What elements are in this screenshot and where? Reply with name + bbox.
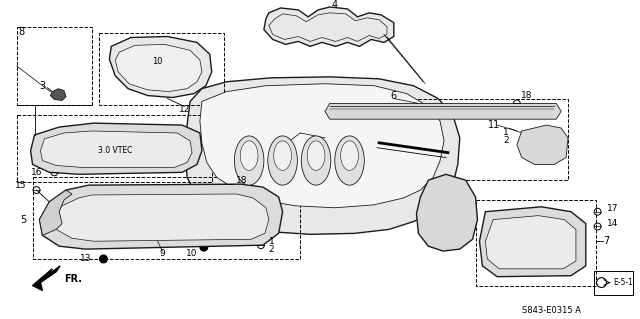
Polygon shape xyxy=(51,89,66,100)
Ellipse shape xyxy=(335,136,364,185)
Ellipse shape xyxy=(301,136,331,185)
Ellipse shape xyxy=(274,141,291,170)
Circle shape xyxy=(195,222,200,227)
Text: 11: 11 xyxy=(488,120,500,130)
Polygon shape xyxy=(325,103,561,119)
Text: 1: 1 xyxy=(269,237,275,246)
Bar xyxy=(33,177,300,259)
Polygon shape xyxy=(485,216,576,269)
Circle shape xyxy=(101,222,106,227)
Text: 1: 1 xyxy=(503,129,509,137)
Text: 4: 4 xyxy=(332,0,338,10)
Polygon shape xyxy=(40,190,72,235)
Text: E-5-1: E-5-1 xyxy=(613,278,633,287)
Polygon shape xyxy=(417,174,477,251)
Text: 10: 10 xyxy=(152,56,163,66)
Circle shape xyxy=(166,65,174,73)
Circle shape xyxy=(99,255,108,263)
Ellipse shape xyxy=(268,136,298,185)
Circle shape xyxy=(224,222,229,227)
Text: 18: 18 xyxy=(521,91,532,100)
Bar xyxy=(476,200,596,286)
Polygon shape xyxy=(115,44,202,92)
Circle shape xyxy=(131,222,136,227)
Bar xyxy=(325,99,568,180)
Text: 7: 7 xyxy=(604,236,610,246)
Ellipse shape xyxy=(240,141,258,170)
Text: 3.0 VTEC: 3.0 VTEC xyxy=(98,146,132,155)
Polygon shape xyxy=(185,77,460,234)
Circle shape xyxy=(200,243,208,251)
Ellipse shape xyxy=(307,141,325,170)
Text: 6: 6 xyxy=(391,91,397,100)
Text: 10: 10 xyxy=(186,249,198,257)
Bar xyxy=(99,33,223,105)
Polygon shape xyxy=(109,36,212,98)
Ellipse shape xyxy=(340,141,358,170)
Polygon shape xyxy=(54,194,269,241)
Polygon shape xyxy=(40,131,192,167)
Bar xyxy=(17,27,92,105)
Ellipse shape xyxy=(234,136,264,185)
Text: 18: 18 xyxy=(236,176,247,185)
Text: 8: 8 xyxy=(19,27,25,37)
Polygon shape xyxy=(33,266,60,291)
Text: 13: 13 xyxy=(80,255,92,263)
Text: 14: 14 xyxy=(607,219,619,228)
Polygon shape xyxy=(264,7,394,46)
Circle shape xyxy=(440,205,460,225)
Polygon shape xyxy=(479,207,586,277)
Text: 3: 3 xyxy=(39,81,45,91)
Bar xyxy=(17,115,212,182)
Text: 17: 17 xyxy=(607,204,619,213)
Polygon shape xyxy=(200,84,444,208)
Text: FR.: FR. xyxy=(64,274,82,284)
Text: S843-E0315 A: S843-E0315 A xyxy=(522,306,581,315)
Polygon shape xyxy=(517,125,568,165)
Text: 15: 15 xyxy=(15,181,27,189)
Polygon shape xyxy=(31,123,202,174)
Polygon shape xyxy=(40,184,283,249)
Text: 2: 2 xyxy=(504,136,509,145)
Circle shape xyxy=(160,222,165,227)
Text: 12: 12 xyxy=(179,105,190,114)
Text: 5: 5 xyxy=(20,215,27,225)
Bar xyxy=(594,271,633,295)
Circle shape xyxy=(432,197,468,232)
Text: 16: 16 xyxy=(31,168,42,177)
Text: 9: 9 xyxy=(159,249,165,257)
Text: 2: 2 xyxy=(269,245,275,254)
